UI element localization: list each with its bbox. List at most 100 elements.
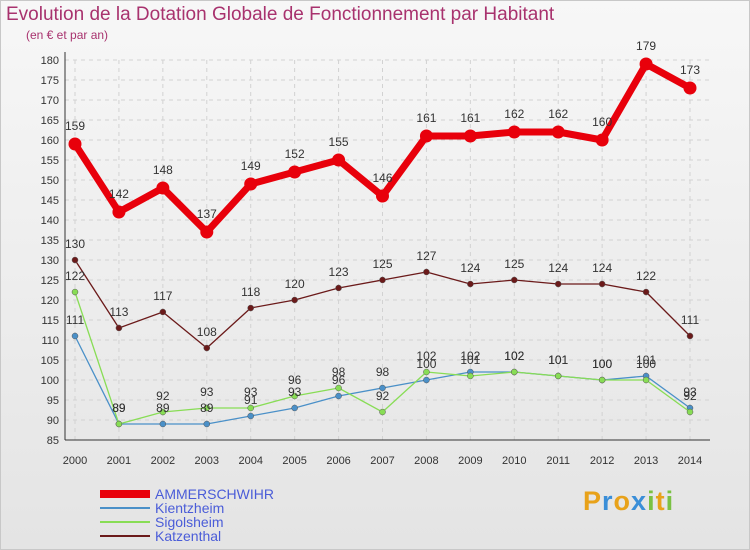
y-tick-label: 175 [41,75,59,87]
data-label: 122 [65,269,85,283]
y-tick-label: 110 [41,335,59,347]
data-label: 127 [416,249,436,263]
data-point [159,408,167,416]
data-point [200,225,214,239]
data-label: 102 [416,349,436,363]
data-point [115,324,123,332]
data-label: 122 [636,269,656,283]
logo-letter: x [631,486,648,516]
data-label: 93 [288,385,302,399]
x-tick-label: 2009 [458,455,482,467]
y-tick-label: 160 [41,135,59,147]
y-tick-label: 135 [41,235,59,247]
data-label: 93 [200,385,214,399]
data-point [291,404,298,412]
data-point [686,408,694,416]
data-point [247,404,254,412]
data-point [68,137,82,151]
x-tick-label: 2002 [151,455,175,467]
data-point [463,129,477,143]
logo-letter: r [602,486,614,516]
data-point [203,420,211,428]
chart-subtitle: (en € et par an) [26,28,109,42]
y-tick-label: 85 [47,435,59,447]
x-tick-label: 2011 [546,455,570,467]
data-label: 96 [332,373,346,387]
data-point [247,412,254,420]
data-point [159,420,167,428]
data-label: 117 [153,289,172,303]
data-point [554,280,562,288]
data-label: 89 [200,401,214,415]
logo-letter: P [583,486,603,516]
data-label: 130 [65,237,85,251]
data-label: 102 [504,349,524,363]
data-label: 100 [416,357,436,371]
data-label: 102 [460,349,480,363]
data-label: 155 [329,135,349,149]
x-tick-label: 2006 [326,455,350,467]
data-label: 179 [636,39,656,53]
y-tick-label: 155 [41,155,59,167]
data-point [112,205,126,219]
legend-label: Kientzheim [155,500,224,516]
y-tick-label: 150 [41,175,59,187]
data-point [71,288,79,296]
x-tick-label: 2014 [678,455,702,467]
data-point [467,280,474,288]
data-point [335,392,342,400]
data-point [291,296,298,304]
x-tick-label: 2013 [634,455,658,467]
data-label: 142 [109,187,129,201]
data-point [595,133,609,147]
data-label: 100 [592,357,612,371]
data-point [423,368,430,376]
data-point [379,408,386,416]
data-point [423,376,430,384]
x-tick-label: 2004 [238,455,262,467]
proxiti-logo: Proxiti [583,486,674,517]
data-label: 96 [288,373,302,387]
logo-letter: i [647,486,656,516]
y-tick-label: 120 [41,295,59,307]
legend-label: AMMERSCHWIHR [155,486,274,502]
data-point [598,280,606,288]
data-point [203,404,211,412]
data-label: 111 [681,313,700,327]
data-label: 137 [197,207,217,221]
data-label: 113 [109,305,128,319]
data-label: 159 [65,119,85,133]
logo-letter: i [665,486,675,516]
data-label: 89 [156,401,170,415]
data-point [511,276,518,284]
data-label: 93 [244,385,258,399]
y-tick-label: 105 [41,355,59,367]
y-tick-label: 180 [41,55,59,67]
data-point [686,332,694,340]
data-label: 118 [241,285,260,299]
data-point [376,189,389,203]
data-point [335,284,342,292]
legend-label: Sigolsheim [155,514,223,530]
data-point [379,276,386,284]
data-label: 125 [372,257,392,271]
series-lines [68,57,697,428]
data-point [423,268,430,276]
data-label: 161 [416,111,436,125]
data-label: 100 [636,357,656,371]
data-label: 102 [504,349,524,363]
data-point [71,332,79,340]
x-tick-label: 2003 [195,455,219,467]
data-point [642,376,650,384]
data-label: 89 [112,401,126,415]
x-tick-label: 2000 [63,455,87,467]
data-label: 123 [329,265,349,279]
y-tick-label: 100 [41,375,59,387]
data-label: 93 [683,385,697,399]
x-tick-label: 2007 [370,455,394,467]
data-label: 101 [636,353,656,367]
data-point [507,125,521,139]
chart-title: Evolution de la Dotation Globale de Fonc… [6,4,555,25]
